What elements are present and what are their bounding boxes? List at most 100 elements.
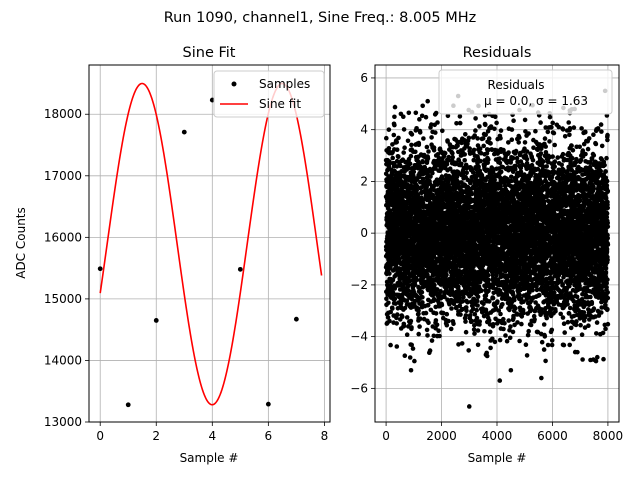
residual-point <box>395 312 400 317</box>
residual-point <box>406 288 411 293</box>
residual-point <box>397 256 402 262</box>
residual-point <box>509 127 515 132</box>
residual-point <box>401 150 407 155</box>
residual-point <box>410 346 416 351</box>
residual-point <box>404 298 410 304</box>
residual-point <box>498 169 504 175</box>
residual-point <box>421 136 426 141</box>
residual-point <box>387 271 392 276</box>
residual-point <box>402 353 408 359</box>
residual-point <box>511 315 516 321</box>
residual-point <box>486 157 491 162</box>
residual-point <box>418 316 423 322</box>
sine-fit-line <box>99 82 323 406</box>
residuals-title: Residuals <box>463 45 532 61</box>
residual-point <box>431 148 437 153</box>
sine-fit-samples-layer <box>97 97 299 408</box>
sine-fit-grid <box>89 65 330 423</box>
ax0-y-tick-label: 17000 <box>44 169 82 183</box>
residual-point <box>498 311 503 317</box>
residual-point <box>439 302 445 308</box>
sine-fit-frame <box>88 64 331 423</box>
residual-point <box>405 138 411 144</box>
residual-point <box>498 136 503 141</box>
residual-point <box>464 170 470 176</box>
residual-point <box>411 169 417 175</box>
sample-point <box>153 318 159 323</box>
residual-point <box>426 320 431 326</box>
residual-point <box>503 333 508 338</box>
residual-point <box>424 144 430 150</box>
residual-point <box>450 150 455 156</box>
residual-point <box>413 110 419 116</box>
residual-point <box>494 120 499 126</box>
sample-point <box>237 266 243 272</box>
residual-point <box>406 110 412 116</box>
residual-point <box>476 164 481 169</box>
residual-point <box>416 311 421 317</box>
residual-point <box>451 321 456 327</box>
residual-point <box>436 328 441 334</box>
ax0-x-tick-label: 0 <box>96 429 104 443</box>
sample-point <box>293 316 299 322</box>
residual-point <box>477 319 483 324</box>
residual-point <box>501 316 506 322</box>
residual-point <box>409 342 415 348</box>
residual-point <box>423 114 429 120</box>
residual-point <box>477 124 482 129</box>
residual-point <box>402 145 407 150</box>
residual-point <box>401 127 407 132</box>
residual-point <box>386 146 392 151</box>
residual-point <box>472 331 477 336</box>
residual-point <box>394 321 400 326</box>
ax0-x-tick-label: 8 <box>321 429 329 443</box>
residual-point <box>425 156 431 161</box>
residual-point <box>444 311 450 317</box>
residual-point <box>459 341 465 346</box>
residual-point <box>463 329 469 335</box>
residual-point <box>475 342 481 348</box>
residual-point <box>473 128 478 133</box>
residual-point <box>517 338 522 344</box>
residual-point <box>416 142 422 147</box>
residual-point <box>463 313 469 318</box>
residual-point <box>400 314 405 320</box>
legend-sine-fit-label: Sine fit <box>259 97 301 111</box>
residual-point <box>509 137 515 142</box>
residual-point <box>466 348 472 353</box>
residual-point <box>434 322 440 328</box>
residual-point <box>429 338 435 343</box>
residual-point <box>420 176 426 182</box>
residuals-points-layer <box>383 88 611 409</box>
residual-point <box>420 103 426 109</box>
residual-point <box>408 153 414 159</box>
residual-point <box>417 130 423 135</box>
residual-point <box>417 205 422 210</box>
residual-point <box>429 135 434 140</box>
residual-point <box>388 309 394 315</box>
residual-point <box>387 159 392 164</box>
residual-point <box>507 335 513 341</box>
residual-point <box>409 142 414 148</box>
legend-samples-label: Samples <box>259 77 310 91</box>
residual-point <box>473 116 478 121</box>
residual-point <box>513 306 518 311</box>
residual-point <box>483 122 488 128</box>
residual-point <box>432 282 437 288</box>
ax0-y-tick-label: 18000 <box>44 107 82 121</box>
residual-point <box>419 289 425 295</box>
residual-point <box>487 329 493 335</box>
residual-point <box>390 155 396 161</box>
residual-point <box>449 306 454 311</box>
sine-fit-curve-layer <box>99 82 323 406</box>
residual-point <box>510 329 516 335</box>
legend-samples-marker <box>231 81 237 87</box>
residual-point <box>425 333 430 338</box>
residual-point <box>426 149 431 154</box>
residual-point <box>497 337 503 343</box>
residual-point <box>478 158 483 164</box>
residual-point <box>492 339 498 345</box>
